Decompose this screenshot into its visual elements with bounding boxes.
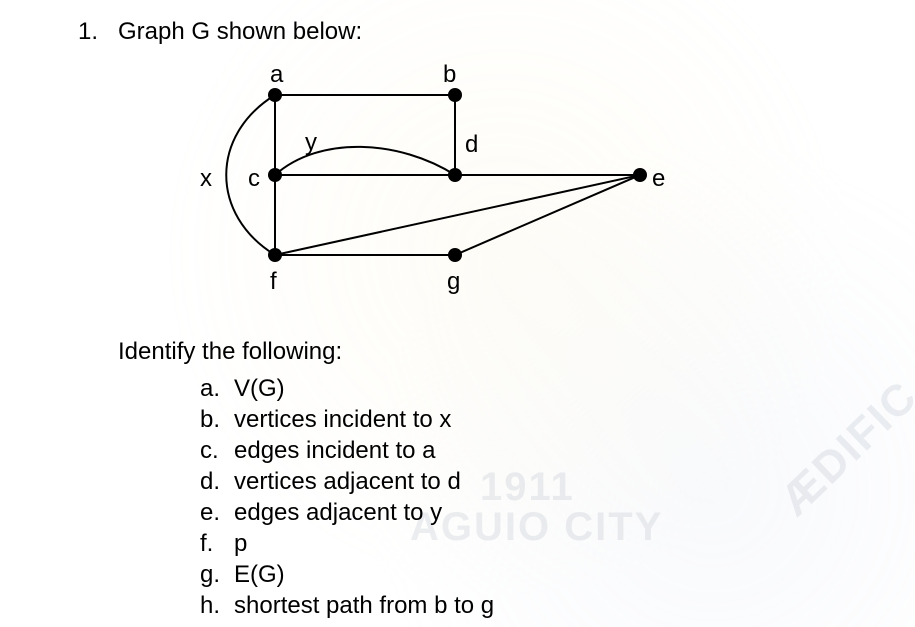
watermark-side: ÆDIFIC	[770, 371, 915, 526]
item-marker: a.	[200, 373, 234, 404]
item-marker: b.	[200, 404, 234, 435]
question-item: b.vertices incident to x	[200, 404, 494, 435]
item-marker: d.	[200, 466, 234, 497]
item-marker: f.	[200, 528, 234, 559]
graph-svg: x y a b c d e f g	[150, 55, 710, 315]
item-text: V(G)	[234, 375, 285, 402]
question-item: g.E(G)	[200, 559, 494, 590]
item-text: edges incident to a	[234, 437, 435, 464]
question-title: Graph G shown below:	[118, 18, 362, 46]
item-marker: c.	[200, 435, 234, 466]
item-text: p	[234, 530, 247, 557]
question-item: c.edges incident to a	[200, 435, 494, 466]
graph-node-a	[268, 88, 282, 102]
question-item: f.p	[200, 528, 494, 559]
item-text: edges adjacent to y	[234, 499, 442, 526]
edge-label-y: y	[305, 129, 317, 156]
question-item: e.edges adjacent to y	[200, 497, 494, 528]
graph-edge-y	[275, 147, 455, 175]
node-label-d: d	[465, 131, 478, 158]
watermark-year: 1911	[480, 465, 575, 510]
question-item-list: a.V(G)b.vertices incident to xc.edges in…	[200, 373, 494, 621]
graph-node-b	[448, 88, 462, 102]
identify-heading: Identify the following:	[118, 338, 342, 366]
node-label-g: g	[447, 268, 460, 295]
edge-label-x: x	[200, 165, 212, 192]
graph-node-g	[448, 248, 462, 262]
item-text: E(G)	[234, 561, 285, 588]
question-item: d.vertices adjacent to d	[200, 466, 494, 497]
item-marker: h.	[200, 590, 234, 621]
node-label-e: e	[652, 165, 665, 192]
graph-node-e	[633, 168, 647, 182]
item-text: vertices adjacent to d	[234, 468, 461, 495]
item-marker: g.	[200, 559, 234, 590]
node-label-c: c	[248, 165, 260, 192]
node-label-b: b	[443, 61, 456, 88]
question-item: a.V(G)	[200, 373, 494, 404]
graph-G: x y a b c d e f g	[150, 55, 710, 315]
node-label-a: a	[270, 61, 284, 88]
item-marker: e.	[200, 497, 234, 528]
graph-edge-ge	[455, 175, 640, 255]
item-text: vertices incident to x	[234, 406, 451, 433]
graph-node-d	[448, 168, 462, 182]
question-number: 1.	[78, 18, 98, 46]
item-text: shortest path from b to g	[234, 592, 494, 619]
question-item: h.shortest path from b to g	[200, 590, 494, 621]
node-label-f: f	[270, 268, 277, 295]
graph-node-f	[268, 248, 282, 262]
graph-node-c	[268, 168, 282, 182]
graph-edge-fe	[275, 175, 640, 255]
